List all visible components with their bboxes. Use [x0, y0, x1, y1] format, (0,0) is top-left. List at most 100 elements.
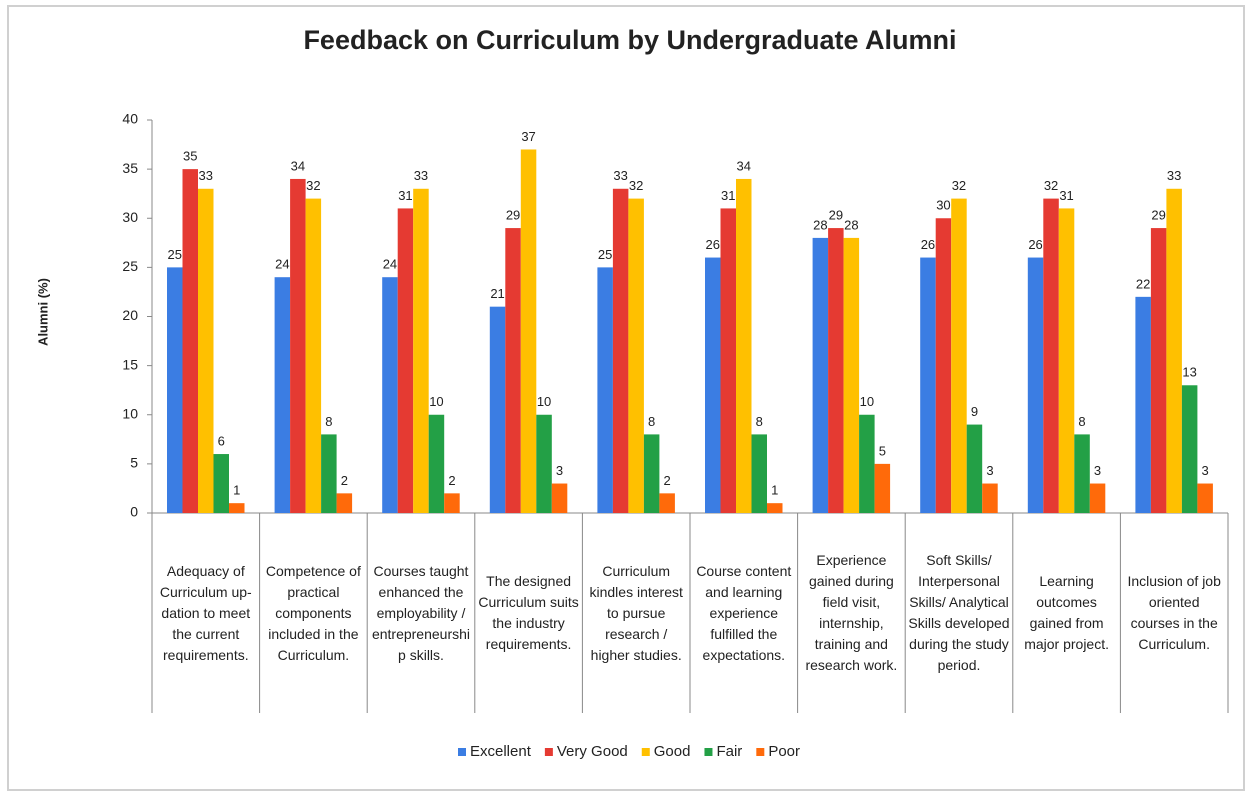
x-tick-label: Courses taught enhanced the employabilit… — [371, 562, 471, 663]
value-label: 2 — [341, 473, 348, 488]
value-label: 32 — [306, 178, 320, 193]
y-tick-label: 40 — [122, 111, 138, 127]
bar — [536, 414, 552, 513]
bar — [859, 414, 875, 513]
value-label: 30 — [936, 198, 950, 213]
bar — [628, 198, 644, 513]
value-label: 8 — [648, 414, 655, 429]
value-label: 34 — [291, 158, 305, 173]
bar — [951, 198, 967, 513]
value-label: 26 — [706, 237, 720, 252]
y-tick-label: 5 — [130, 455, 138, 471]
value-label: 31 — [1059, 188, 1073, 203]
value-label: 3 — [986, 463, 993, 478]
value-label: 31 — [721, 188, 735, 203]
value-label: 32 — [629, 178, 643, 193]
bar — [428, 414, 445, 513]
bar — [720, 208, 736, 514]
x-tick-label-box: Courses taught enhanced the employabilit… — [371, 562, 471, 663]
bar — [751, 434, 767, 513]
x-tick-label: Curriculum kindles interest to pursue re… — [589, 562, 683, 663]
bar — [982, 483, 998, 513]
bar — [290, 178, 306, 513]
value-label: 33 — [199, 168, 213, 183]
bar — [828, 228, 844, 513]
bar — [767, 503, 783, 513]
value-label: 29 — [829, 208, 843, 223]
x-tick-label: The designed Curriculum suits the indust… — [478, 573, 579, 652]
value-label: 25 — [168, 247, 182, 262]
bar — [1150, 228, 1167, 513]
value-label: 33 — [613, 168, 627, 183]
value-label: 37 — [521, 129, 535, 144]
x-tick-label-box: Course content and learning experience f… — [696, 562, 792, 663]
bar — [274, 277, 291, 513]
bar — [643, 434, 660, 513]
bar — [505, 228, 521, 513]
x-tick-label-box: Curriculum kindles interest to pursue re… — [589, 562, 683, 663]
bar — [1166, 188, 1182, 513]
bar — [336, 493, 353, 513]
x-tick-label-box: Experience gained during field visit, in… — [805, 552, 898, 673]
bar — [489, 306, 506, 513]
value-label: 22 — [1136, 276, 1150, 291]
value-label: 9 — [971, 404, 978, 419]
bar — [1043, 198, 1059, 513]
value-label: 8 — [325, 414, 332, 429]
bar — [444, 493, 460, 513]
value-label: 13 — [1182, 365, 1196, 380]
bar — [612, 188, 629, 513]
legend-label: Good — [654, 743, 691, 760]
bar — [597, 267, 613, 513]
legend-swatch — [544, 748, 553, 756]
x-tick-label-box: Competence of practical components inclu… — [266, 563, 361, 663]
value-label: 10 — [429, 394, 443, 409]
value-label: 1 — [771, 483, 778, 498]
value-label: 34 — [737, 158, 751, 173]
x-tick-label: Course content and learning experience f… — [696, 562, 792, 663]
y-tick-label: 35 — [122, 160, 138, 176]
x-tick-label: Experience gained during field visit, in… — [805, 552, 898, 673]
x-tick-label: Inclusion of job oriented courses in the… — [1127, 573, 1221, 652]
value-label: 10 — [537, 394, 551, 409]
value-label: 3 — [556, 463, 563, 478]
bar — [843, 237, 860, 513]
bar — [229, 503, 245, 513]
value-label: 32 — [1044, 178, 1058, 193]
y-tick-label: 30 — [122, 209, 138, 225]
value-label: 10 — [860, 394, 874, 409]
legend-swatch — [704, 748, 713, 756]
legend-swatch — [458, 748, 466, 756]
y-tick-label: 10 — [122, 405, 138, 421]
value-label: 2 — [664, 473, 671, 488]
value-label: 1 — [233, 483, 240, 498]
x-tick-label-box: Inclusion of job oriented courses in the… — [1127, 573, 1221, 652]
bar — [1135, 296, 1151, 513]
bar — [213, 454, 229, 513]
value-label: 2 — [448, 473, 455, 488]
bar — [382, 277, 398, 513]
legend-label: Poor — [768, 743, 800, 760]
value-label: 8 — [1078, 414, 1085, 429]
bar — [1074, 434, 1090, 513]
bar — [812, 237, 829, 513]
x-tick-label-box: The designed Curriculum suits the indust… — [478, 573, 579, 652]
value-label: 26 — [921, 237, 935, 252]
x-tick-label: Adequacy of Curriculum up-dation to meet… — [159, 562, 252, 663]
value-label: 6 — [218, 433, 225, 448]
y-tick-label: 0 — [130, 504, 138, 520]
bar — [736, 178, 752, 513]
bar — [413, 188, 429, 513]
bar — [966, 424, 983, 513]
value-label: 3 — [1094, 463, 1101, 478]
x-tick-label: Soft Skills/ Interpersonal Skills/ Analy… — [908, 552, 1010, 673]
x-tick-label: Learning outcomes gained from major proj… — [1024, 573, 1109, 652]
legend-label: Very Good — [557, 743, 628, 760]
value-label: 32 — [952, 178, 966, 193]
legend-label: Fair — [716, 743, 742, 760]
bar — [198, 188, 214, 513]
bar — [1089, 483, 1106, 513]
value-label: 31 — [398, 188, 412, 203]
bar — [1197, 483, 1213, 513]
